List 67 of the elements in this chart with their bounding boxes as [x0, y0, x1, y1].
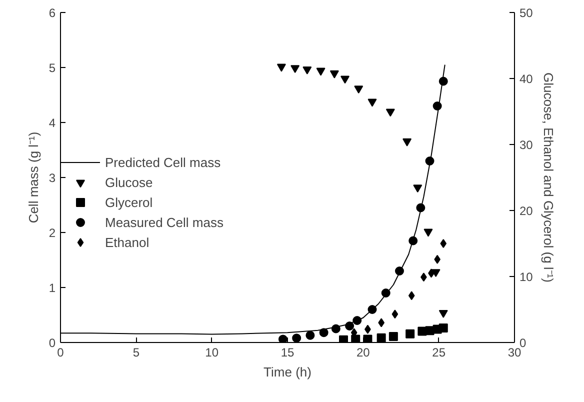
point: [316, 68, 326, 76]
point: [338, 335, 348, 342]
point: [424, 228, 433, 237]
point: [394, 266, 404, 276]
point: [278, 334, 288, 342]
legend-label: Predicted Cell mass: [105, 154, 221, 170]
x-tick-label: 5: [132, 346, 140, 360]
y2-tick-label: 30: [520, 138, 534, 152]
x-tick-label: 0: [57, 346, 64, 360]
point: [408, 291, 415, 300]
x-tick-label: 25: [432, 346, 446, 360]
point: [345, 322, 354, 330]
point: [416, 203, 426, 212]
y-tick-label: 0: [48, 336, 56, 350]
x-tick-label: 30: [508, 346, 522, 360]
point: [363, 334, 372, 342]
legend-label: Measured Cell mass: [105, 214, 224, 230]
y2-tick-label: 40: [520, 72, 534, 86]
y-axis-title: Cell mass (g l⁻¹): [26, 132, 41, 224]
point: [418, 326, 427, 336]
point: [276, 64, 286, 72]
y-tick-label: 1: [48, 281, 56, 295]
point: [438, 310, 448, 318]
y-tick-label: 6: [48, 6, 56, 20]
point: [354, 86, 364, 94]
y2-tick-label: 50: [520, 6, 534, 20]
x-tick-label: 15: [280, 346, 294, 360]
point: [431, 269, 440, 277]
y2-tick-label: 0: [520, 336, 526, 350]
point: [368, 305, 377, 314]
point: [292, 334, 302, 342]
point: [331, 324, 340, 334]
point: [381, 288, 390, 298]
point: [432, 102, 442, 110]
point: [330, 70, 339, 78]
point: [368, 98, 377, 107]
x-axis-title: Time (h): [264, 364, 312, 380]
point: [306, 330, 315, 340]
point: [413, 184, 422, 193]
y-tick-label: 2: [48, 226, 56, 240]
point: [408, 236, 418, 246]
legend-label: Ethanol: [105, 234, 150, 250]
x-tick-label: 10: [205, 346, 219, 360]
point: [290, 65, 300, 74]
point: [340, 76, 350, 84]
point: [406, 329, 415, 338]
y-tick-label: 3: [48, 171, 56, 185]
point: [376, 333, 386, 342]
x-tick-label: 20: [356, 346, 370, 360]
point: [402, 138, 412, 146]
point: [352, 316, 362, 325]
point: [302, 66, 312, 74]
point: [438, 323, 448, 332]
point: [438, 76, 448, 86]
point: [388, 332, 398, 342]
point: [386, 108, 395, 117]
y2-tick-label: 10: [520, 270, 534, 284]
legend-label: Glucose: [105, 174, 153, 190]
point: [319, 328, 328, 338]
point: [425, 156, 434, 166]
point: [392, 310, 398, 319]
y-tick-label: 5: [48, 61, 56, 75]
y-tick-label: 4: [48, 116, 56, 130]
point: [440, 239, 447, 248]
legend-label: Glycerol: [105, 194, 153, 210]
y2-tick-label: 20: [520, 204, 534, 218]
y2-axis-title: Glucose, Ethanol and Glycerol (g l⁻¹): [540, 72, 556, 282]
